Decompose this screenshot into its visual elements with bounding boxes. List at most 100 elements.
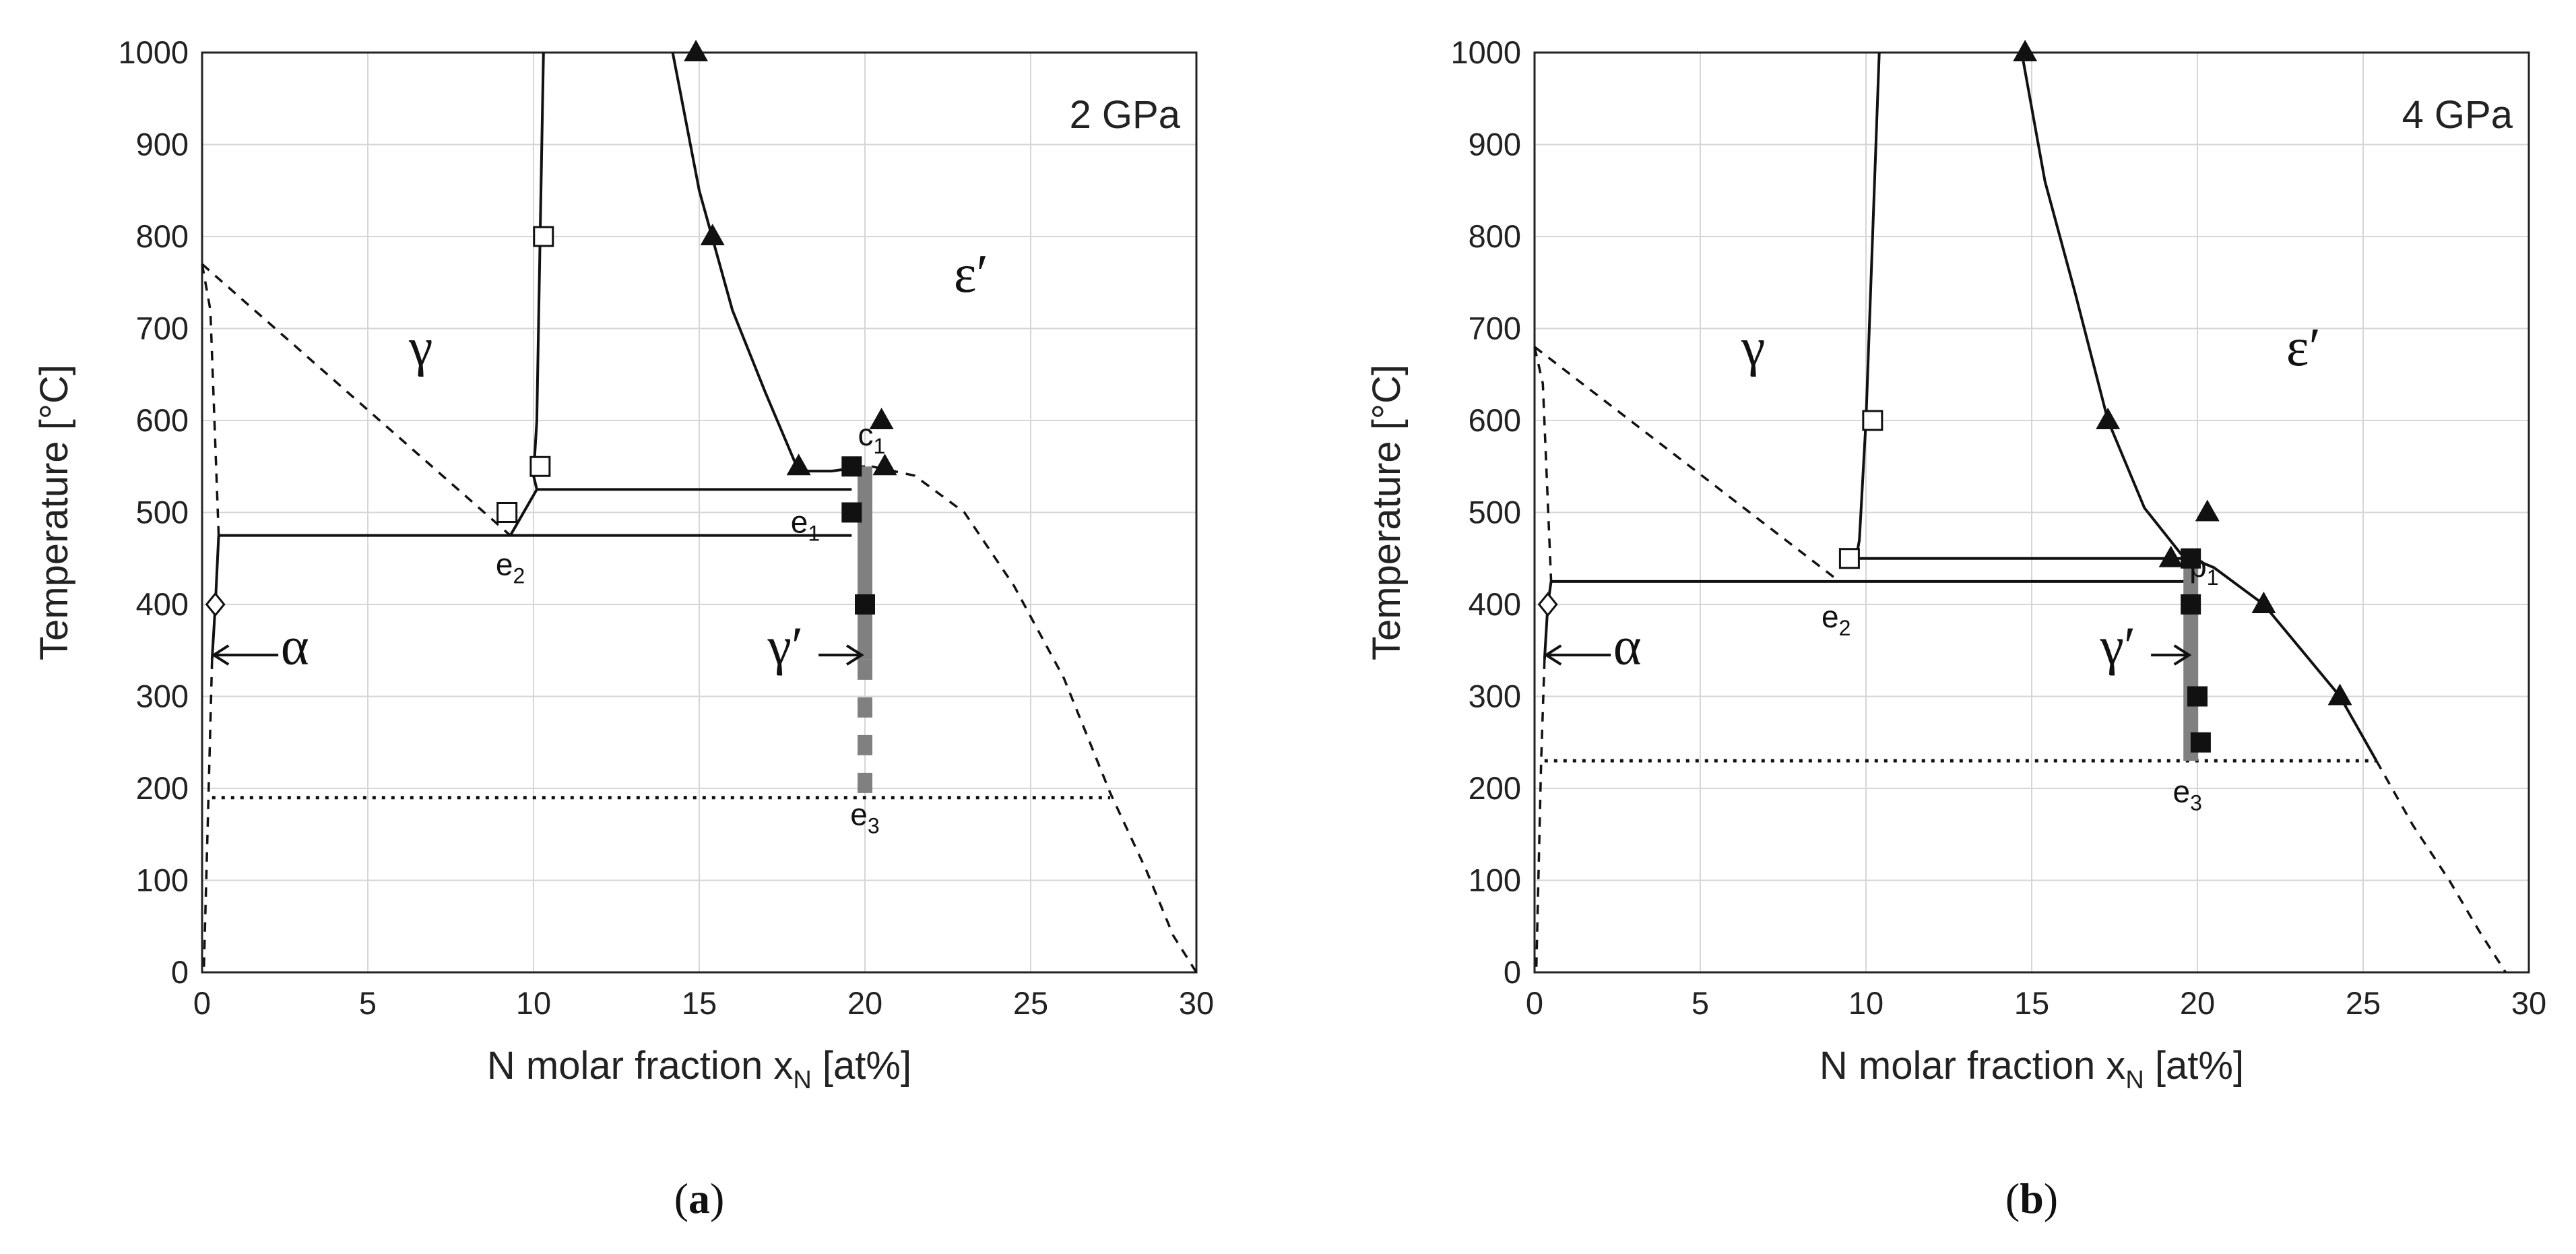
y-tick-label: 700 xyxy=(136,311,189,346)
chart-panel-a: 0 5 10 15 20 25 300100200300400500600700800900… xyxy=(32,34,1214,1222)
line-alpha-low-dashed xyxy=(1535,659,1546,973)
point-label-base: c xyxy=(858,417,873,452)
point-label: e2 xyxy=(1822,599,1850,640)
x-tick-label: 20 xyxy=(847,985,882,1021)
y-tick-label: 200 xyxy=(1469,770,1521,806)
point-label: p1 xyxy=(2189,548,2218,590)
y-tick-label: 700 xyxy=(1469,311,1521,346)
marker-filled-triangle xyxy=(2251,592,2276,613)
caption-paren-close: ) xyxy=(2044,1174,2058,1222)
point-label-subscript: 2 xyxy=(1839,616,1851,640)
arrow-head xyxy=(1543,644,1562,666)
panel-caption: (a) xyxy=(674,1174,725,1222)
phase-label: γ′ xyxy=(2099,617,2135,677)
pressure-label: 4 GPa xyxy=(2402,93,2513,137)
point-label-subscript: 3 xyxy=(2190,790,2202,815)
y-tick-label: 400 xyxy=(136,586,189,622)
y-tick-label: 200 xyxy=(136,770,189,806)
x-tick-label: 15 xyxy=(2014,985,2049,1021)
chart-panel-b: 0 5 10 15 20 25 300100200300400500600700800900… xyxy=(1365,34,2546,1222)
line-alpha-dashed xyxy=(201,263,220,536)
marker-filled-triangle xyxy=(869,408,894,429)
line-alpha-low-dashed xyxy=(202,659,214,973)
marker-filled-square xyxy=(841,456,862,477)
point-label-base: e xyxy=(1822,599,1839,634)
x-tick-label: 5 xyxy=(1692,985,1709,1021)
x-tick-label: 10 xyxy=(1848,985,1883,1021)
phase-label: γ′ xyxy=(767,617,803,677)
y-tick-label: 400 xyxy=(1469,586,1521,622)
point-label-base: e xyxy=(791,505,808,540)
point-label: e3 xyxy=(2173,774,2202,815)
arrow-head xyxy=(211,644,230,666)
pressure-label: 2 GPa xyxy=(1070,93,1181,137)
x-axis-label: N molar fraction xN [at%] xyxy=(1820,1044,2244,1094)
x-tick-label: 15 xyxy=(682,985,717,1021)
y-tick-label: 0 xyxy=(171,954,189,990)
phase-label: α xyxy=(1613,617,1642,677)
y-tick-label: 900 xyxy=(1469,127,1521,162)
y-tick-label: 800 xyxy=(1469,218,1521,254)
marker-filled-square xyxy=(841,502,862,523)
x-axis-label-unit: [at%] xyxy=(2144,1044,2244,1088)
y-tick-label: 1000 xyxy=(118,34,189,70)
x-tick-label: 5 xyxy=(359,985,377,1021)
x-tick-label: 25 xyxy=(1013,985,1048,1021)
point-label-base: e xyxy=(850,797,868,832)
caption-paren-open: ( xyxy=(674,1174,688,1222)
x-axis-label-text: N molar fraction x xyxy=(487,1044,793,1088)
point-label-base: e xyxy=(496,546,513,582)
marker-filled-square xyxy=(855,594,875,615)
y-tick-label: 800 xyxy=(136,218,189,254)
x-tick-label: 0 xyxy=(193,985,211,1021)
x-axis-label: N molar fraction xN [at%] xyxy=(487,1044,911,1094)
y-tick-label: 600 xyxy=(1469,402,1521,438)
line-gamma-eutectoid-dashed xyxy=(201,263,511,536)
point-label: e3 xyxy=(850,797,879,838)
phase-label: α xyxy=(281,617,309,677)
arrow-head xyxy=(2173,644,2192,666)
line-epsilon-dashed xyxy=(2375,760,2507,973)
phase-label: ε′ xyxy=(2286,318,2321,377)
x-axis-label-text: N molar fraction x xyxy=(1820,1044,2125,1088)
marker-filled-triangle xyxy=(2327,683,2352,706)
marker-filled-triangle xyxy=(2013,40,2038,61)
y-tick-label: 100 xyxy=(1469,863,1521,898)
y-tick-label: 500 xyxy=(136,495,189,530)
marker-open-square xyxy=(1862,410,1883,431)
marker-filled-triangle xyxy=(700,224,725,245)
marker-open-diamond xyxy=(205,592,226,617)
x-tick-label: 0 xyxy=(1526,985,1543,1021)
y-tick-label: 100 xyxy=(136,863,189,898)
marker-filled-triangle xyxy=(786,453,811,476)
y-tick-label: 0 xyxy=(1504,954,1521,990)
y-tick-label: 300 xyxy=(1469,679,1521,714)
point-label-subscript: 1 xyxy=(2207,565,2219,590)
marker-filled-triangle xyxy=(684,40,709,61)
phase-label: γ xyxy=(408,318,432,377)
caption-letter: b xyxy=(2020,1174,2044,1222)
point-label-subscript: 2 xyxy=(513,563,525,588)
marker-open-square xyxy=(496,502,518,523)
line-epsilon-boundary xyxy=(671,52,866,473)
x-tick-label: 10 xyxy=(516,985,551,1021)
y-axis-label: Temperature [°C] xyxy=(1365,365,1409,660)
line-epsilon-dashed xyxy=(871,465,1198,973)
marker-filled-triangle xyxy=(2158,545,2183,567)
y-tick-label: 600 xyxy=(136,402,189,438)
y-tick-label: 1000 xyxy=(1450,34,1521,70)
y-tick-label: 500 xyxy=(1469,495,1521,530)
point-label-subscript: 3 xyxy=(868,814,880,838)
line-alpha-dashed xyxy=(1533,346,1553,582)
marker-open-square xyxy=(529,456,551,477)
line-gamma-boundary xyxy=(1855,52,1881,559)
caption-paren-close: ) xyxy=(710,1174,724,1222)
y-axis-label: Temperature [°C] xyxy=(32,365,76,660)
x-tick-label: 30 xyxy=(2511,985,2546,1021)
x-tick-label: 25 xyxy=(2346,985,2381,1021)
x-axis-label-unit: [at%] xyxy=(812,1044,911,1088)
x-tick-label: 30 xyxy=(1179,985,1214,1021)
marker-filled-square xyxy=(2181,594,2201,615)
line-gamma-boundary xyxy=(532,52,545,490)
point-label-base: p xyxy=(2189,548,2207,584)
